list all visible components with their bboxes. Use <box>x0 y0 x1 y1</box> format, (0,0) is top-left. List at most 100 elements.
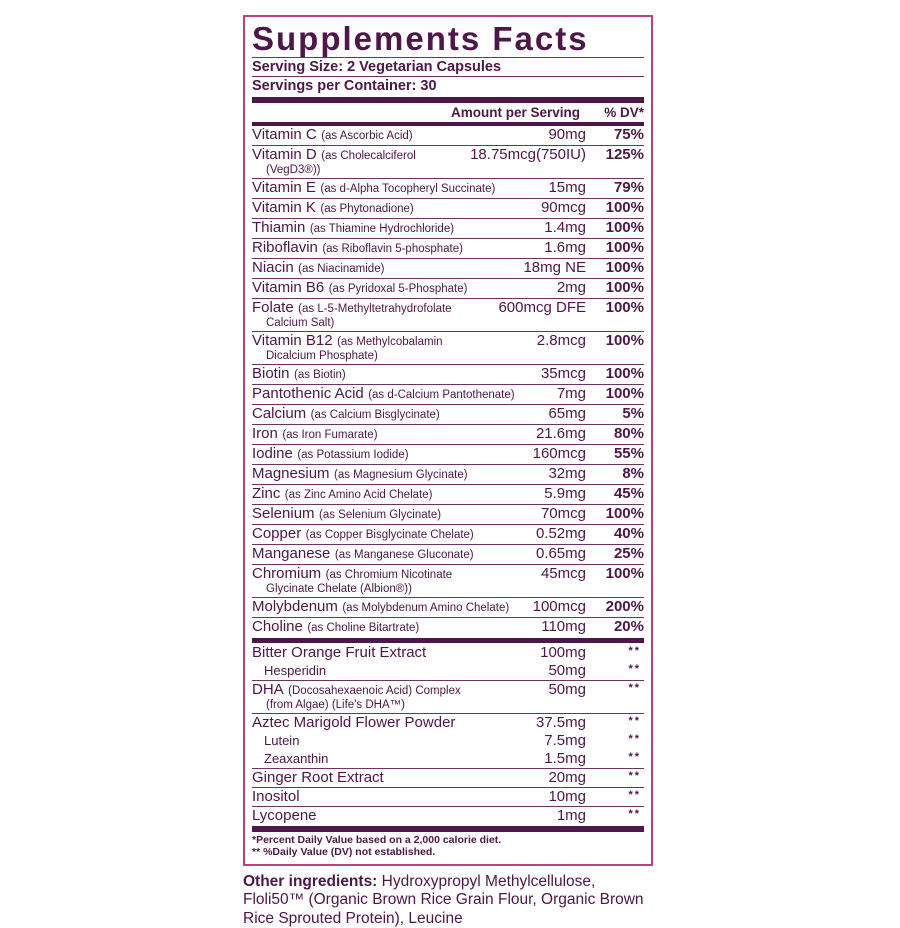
nutrient-dv: 75% <box>613 125 644 143</box>
nutrient-dv: ** <box>628 807 641 820</box>
table-row: Calcium (as Calcium Bisglycinate) 65mg 5… <box>252 403 644 424</box>
nutrient-name: Vitamin B12 <box>252 331 333 349</box>
nutrient-name: Folate <box>252 298 294 316</box>
table-row: Magnesium (as Magnesium Glycinate) 32mg … <box>252 463 644 484</box>
header-bar-top <box>252 96 644 103</box>
nutrient-amount: 1.4mg <box>544 218 586 236</box>
nutrient-cell: Chromium (as Chromium Nicotinate Glycina… <box>252 565 537 596</box>
footnote-bar <box>252 825 644 832</box>
nutrient-amount: 100mg <box>540 643 586 661</box>
table-row: Riboflavin (as Riboflavin 5-phosphate) 1… <box>252 237 644 258</box>
table-row: Ginger Root Extract 20mg ** <box>252 767 644 787</box>
nutrient-name: Hesperidin <box>264 662 327 678</box>
nutrient-dv: 200% <box>605 597 644 615</box>
nutrient-detail: (as Riboflavin 5-phosphate) <box>322 242 463 255</box>
footnote-not-established: ** %Daily Value (DV) not established. <box>252 846 436 859</box>
title-divider <box>252 56 644 58</box>
nutrient-detail: (as Cholecalciferol <box>321 149 416 162</box>
nutrient-amount: 50mg <box>548 661 586 679</box>
nutrient-name: DHA <box>252 680 284 698</box>
nutrient-name: Selenium <box>252 504 315 522</box>
nutrient-dv: ** <box>628 681 641 694</box>
nutrient-dv: 5% <box>622 404 644 422</box>
nutrient-detail-line2: (from Algae) (Life's DHA™) <box>266 698 405 711</box>
nutrient-amount: 15mg <box>548 178 586 196</box>
nutrient-dv: ** <box>628 714 641 727</box>
nutrient-dv: 100% <box>605 364 644 382</box>
nutrient-detail: (as Selenium Glycinate) <box>319 508 442 521</box>
table-row: Hesperidin 50mg ** <box>252 662 644 680</box>
dv-header: % DV* <box>604 104 644 120</box>
nutrient-detail: (as Molybdenum Amino Chelate) <box>342 601 510 614</box>
nutrient-amount: 50mg <box>548 680 586 698</box>
nutrient-dv: 125% <box>605 145 644 163</box>
nutrient-name: Vitamin K <box>252 198 316 216</box>
nutrient-name: Vitamin D <box>252 145 317 163</box>
nutrient-name: Vitamin B6 <box>252 278 325 296</box>
nutrient-name: Biotin <box>252 364 290 382</box>
nutrient-name: Molybdenum <box>252 597 338 615</box>
nutrient-name: Zeaxanthin <box>264 750 329 766</box>
nutrient-detail: (as Thiamine Hydrochloride) <box>309 222 455 235</box>
nutrient-detail-line2: (VegD3®)) <box>266 163 321 176</box>
nutrient-name: Magnesium <box>252 464 330 482</box>
nutrient-dv: ** <box>628 644 641 657</box>
nutrient-name: Zinc <box>252 484 281 502</box>
nutrient-amount: 2.8mcg <box>536 331 586 349</box>
nutrient-name: Bitter Orange Fruit Extract <box>252 643 427 661</box>
table-row: Choline (as Choline Bitartrate) 110mg 20… <box>252 616 644 637</box>
nutrient-amount: 45mcg <box>540 564 586 582</box>
nutrient-amount: 7.5mg <box>544 731 586 749</box>
nutrient-dv: 100% <box>605 278 644 296</box>
nutrient-dv: 100% <box>605 238 644 256</box>
table-row: Selenium (as Selenium Glycinate) 70mcg 1… <box>252 503 644 524</box>
nutrient-dv: 100% <box>605 384 644 402</box>
nutrient-cell: Aztec Marigold Flower Powder <box>252 714 532 731</box>
nutrient-cell: Zeaxanthin <box>264 751 540 766</box>
nutrient-dv: 55% <box>613 444 644 462</box>
table-row: Chromium (as Chromium Nicotinate Glycina… <box>252 563 644 597</box>
nutrient-cell: Lycopene <box>252 807 553 824</box>
nutrient-detail: (Docosahexaenoic Acid) Complex <box>288 684 461 697</box>
nutrient-dv: ** <box>628 769 641 782</box>
nutrient-amount: 18.75mcg(750IU) <box>470 145 586 163</box>
table-row: Vitamin K (as Phytonadione) 90mcg 100% <box>252 197 644 218</box>
table-row: Lutein 7.5mg ** <box>252 732 644 750</box>
table-row: DHA (Docosahexaenoic Acid) Complex (from… <box>252 679 644 713</box>
nutrient-dv: ** <box>628 788 641 801</box>
table-row: Zeaxanthin 1.5mg ** <box>252 750 644 768</box>
nutrient-detail: (as Iron Fumarate) <box>282 428 378 441</box>
nutrient-amount: 90mg <box>548 125 586 143</box>
header-bar-bottom <box>252 121 644 126</box>
footnotes: *Percent Daily Value based on a 2,000 ca… <box>252 832 644 859</box>
nutrient-name: Niacin <box>252 258 294 276</box>
table-row: Vitamin E (as d-Alpha Tocopheryl Succina… <box>252 177 644 198</box>
nutrient-dv: 100% <box>605 331 644 349</box>
nutrient-dv: 25% <box>613 544 644 562</box>
nutrient-detail: (as d-Calcium Pantothenate) <box>368 388 515 401</box>
other-ingredients: Other ingredients: Hydroxypropyl Methylc… <box>243 873 653 928</box>
nutrient-cell: Riboflavin (as Riboflavin 5-phosphate) <box>252 239 540 257</box>
nutrient-dv: 100% <box>605 564 644 582</box>
table-row: Copper (as Copper Bisglycinate Chelate) … <box>252 523 644 544</box>
nutrient-cell: Niacin (as Niacinamide) <box>252 258 519 277</box>
supplement-facts-label: Supplements Facts Serving Size: 2 Vegeta… <box>243 15 653 928</box>
nutrient-detail: (as Manganese Gluconate) <box>334 548 474 561</box>
nutrient-amount: 1.5mg <box>544 749 586 767</box>
nutrient-name: Inositol <box>252 787 300 805</box>
nutrient-cell: Inositol <box>252 787 544 805</box>
nutrient-table: Vitamin C (as Ascorbic Acid) 90mg 75% Vi… <box>252 126 644 825</box>
nutrient-name: Choline <box>252 617 303 635</box>
nutrient-cell: Iodine (as Potassium Iodide) <box>252 445 529 463</box>
nutrient-detail: (as L-5-Methyltetrahydrofolate <box>298 302 452 315</box>
nutrient-name: Calcium <box>252 404 307 422</box>
nutrient-name: Ginger Root Extract <box>252 768 384 786</box>
nutrient-amount: 32mg <box>548 464 586 482</box>
label-box: Supplements Facts Serving Size: 2 Vegeta… <box>243 15 653 866</box>
servings-per-container: Servings per Container: 30 <box>252 77 437 94</box>
nutrient-cell: Iron (as Iron Fumarate) <box>252 425 532 443</box>
nutrient-name: Lutein <box>264 732 300 748</box>
table-row: Iodine (as Potassium Iodide) 160mcg 55% <box>252 443 644 464</box>
other-ingredients-label: Other ingredients: <box>243 872 378 890</box>
nutrient-detail: (as Phytonadione) <box>320 202 414 215</box>
